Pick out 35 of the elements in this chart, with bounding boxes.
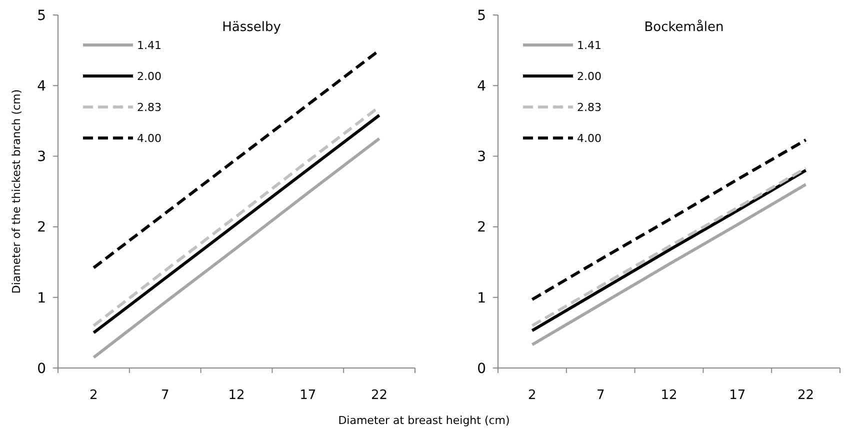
y-tick-label: 4 <box>477 78 486 94</box>
legend-label: 4.00 <box>137 132 162 145</box>
x-tick-label: 17 <box>300 388 316 403</box>
y-tick-label: 2 <box>37 220 46 236</box>
legend-label: 2.83 <box>577 100 602 114</box>
x-tick-label: 17 <box>729 388 746 403</box>
y-tick-label: 4 <box>37 78 46 94</box>
legend-label: 4.00 <box>577 132 602 145</box>
y-tick-label: 1 <box>37 290 46 306</box>
y-tick-label: 5 <box>37 8 46 24</box>
y-axis-title: Diameter of the thickest branch (cm) <box>10 89 23 294</box>
line-series <box>530 182 808 346</box>
y-tick-label: 0 <box>477 360 486 377</box>
legend-label: 2.83 <box>137 100 162 114</box>
chart-title: Hässelby <box>222 20 282 35</box>
chart-title: Bockemålen <box>644 19 724 35</box>
x-tick-label: 7 <box>596 388 605 403</box>
y-tick-label: 3 <box>37 149 46 166</box>
x-tick-label: 7 <box>160 388 170 403</box>
legend-label: 2.00 <box>577 70 602 83</box>
x-tick-label: 2 <box>90 388 98 403</box>
x-tick-label: 12 <box>228 388 245 403</box>
x-tick-label: 12 <box>660 388 678 403</box>
legend-label: 1.41 <box>137 38 162 52</box>
y-tick-label: 5 <box>477 8 486 24</box>
x-axis-title: Diameter at breast height (cm) <box>338 414 510 427</box>
y-tick-label: 1 <box>477 290 486 306</box>
x-tick-label: 22 <box>371 388 388 403</box>
y-tick-label: 3 <box>477 149 486 166</box>
x-tick-label: 2 <box>528 388 536 403</box>
y-tick-label: 2 <box>477 220 486 236</box>
legend-label: 2.00 <box>137 70 162 83</box>
x-tick-label: 22 <box>798 388 814 403</box>
legend-label: 1.41 <box>577 38 602 52</box>
y-tick-label: 0 <box>37 360 46 377</box>
